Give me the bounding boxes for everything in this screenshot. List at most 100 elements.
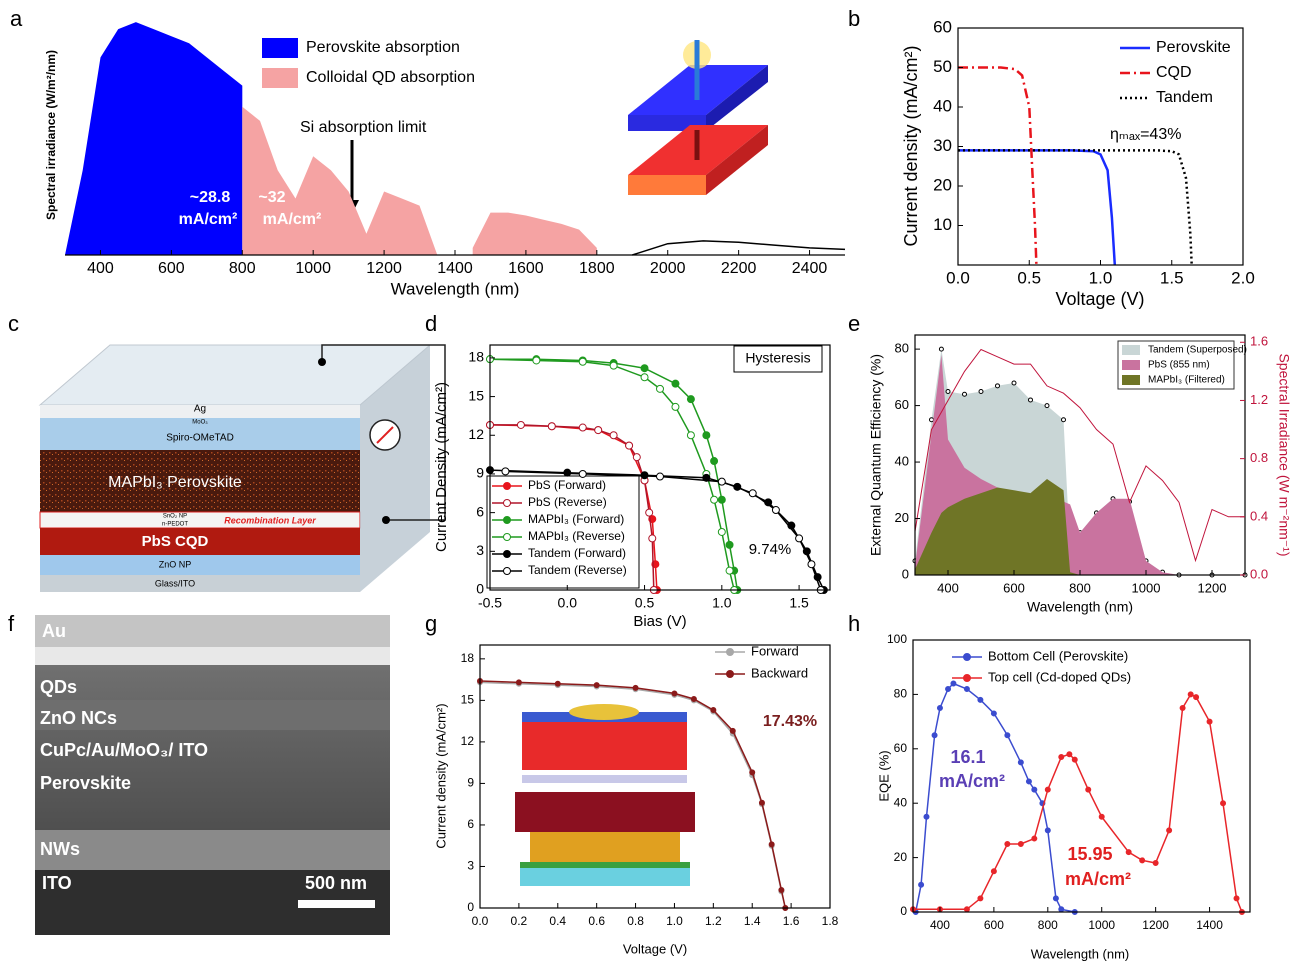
marker: [657, 473, 664, 480]
marker: [1005, 842, 1010, 847]
annotation: mA/cm²: [263, 211, 322, 228]
y-tick-label: 0: [900, 904, 907, 918]
marker: [939, 347, 943, 351]
panel-letter: c: [8, 311, 19, 336]
legend-label: MAPbI₃ (Reverse): [528, 529, 625, 543]
legend-label: Backward: [751, 665, 808, 680]
x-tick-label: 1200: [1142, 918, 1169, 932]
legend-label: Perovskite: [1156, 39, 1231, 56]
marker: [1180, 706, 1185, 711]
marker: [1018, 842, 1023, 847]
y-tick-label: 20: [895, 510, 909, 525]
marker: [937, 706, 942, 711]
y-tick-label: 10: [933, 215, 952, 234]
y-tick-label: 80: [894, 687, 908, 701]
marker: [979, 389, 983, 393]
x-tick-label: 0.0: [472, 914, 489, 928]
marker: [1153, 861, 1158, 866]
y-tick-label: 100: [887, 632, 907, 646]
legend-marker: [504, 483, 511, 490]
marker: [1032, 836, 1037, 841]
marker: [978, 697, 983, 702]
y-tick-label: 6: [476, 503, 484, 519]
marker: [1026, 779, 1031, 784]
sem-label: NWs: [40, 839, 80, 859]
legend-label: Tandem: [1156, 89, 1213, 106]
legend-label: Top cell (Cd-doped QDs): [988, 669, 1131, 684]
y-tick-label: 15: [468, 387, 484, 403]
marker: [749, 490, 756, 497]
legend-label: MAPbI₃ (Filtered): [1148, 375, 1225, 386]
marker: [533, 357, 540, 364]
x-tick-label: 2200: [721, 260, 757, 277]
y-tick-label: 15: [461, 693, 475, 707]
line: [958, 68, 1036, 266]
annotation: Hysteresis: [745, 350, 810, 366]
y-tick-label: 3: [467, 859, 474, 873]
marker: [1099, 814, 1104, 819]
y-tick-label: 40: [933, 96, 952, 115]
panel-letter: b: [848, 6, 860, 31]
marker: [672, 403, 679, 410]
legend-label: PbS (Reverse): [528, 495, 607, 509]
marker: [641, 374, 648, 381]
x-tick-label: 0.0: [558, 595, 578, 611]
legend-label: Tandem (Reverse): [528, 563, 627, 577]
sem-label: Perovskite: [40, 773, 131, 793]
marker: [672, 380, 679, 387]
y-axis-label: Current density (mA/cm²): [901, 45, 921, 246]
marker: [703, 432, 710, 439]
marker: [718, 528, 725, 535]
x-axis-label: Wavelength (nm): [1031, 946, 1130, 961]
marker: [779, 888, 784, 893]
y-tick-label: 20: [933, 175, 952, 194]
layer-label: MoO₃: [192, 420, 208, 426]
marker: [502, 468, 509, 475]
y-tick-label: 0: [467, 900, 474, 914]
y-tick-label: 40: [894, 795, 908, 809]
y2-tick-label: 1.2: [1250, 392, 1268, 407]
legend-label: CQD: [1156, 64, 1192, 81]
marker: [646, 509, 653, 516]
annotation: 17.43%: [763, 713, 817, 730]
x-axis-label: Wavelength (nm): [1027, 599, 1133, 615]
x-tick-label: 1.8: [822, 914, 839, 928]
marker: [610, 432, 617, 439]
x-tick-label: 800: [1038, 918, 1058, 932]
x-tick-label: 1000: [1132, 580, 1161, 595]
marker: [633, 454, 640, 461]
annotation: mA/cm²: [939, 771, 1005, 791]
annotation: mA/cm²: [179, 211, 238, 228]
legend-label: PbS (Forward): [528, 478, 606, 492]
marker: [711, 708, 716, 713]
y2-tick-label: 1.6: [1250, 334, 1268, 349]
marker: [750, 770, 755, 775]
marker: [1045, 828, 1050, 833]
marker: [1207, 719, 1212, 724]
marker: [932, 733, 937, 738]
panel-letter: f: [8, 611, 15, 636]
y-tick-label: 0: [902, 566, 909, 581]
y-tick-label: 9: [467, 776, 474, 790]
x-tick-label: 400: [930, 918, 950, 932]
panel-letter: d: [425, 311, 437, 336]
device-stack: [40, 345, 445, 592]
marker: [1062, 418, 1066, 422]
marker: [711, 458, 718, 465]
y2-axis-label: Spectral Irradiance (W m⁻²nm⁻¹): [1276, 353, 1292, 556]
marker: [1032, 787, 1037, 792]
marker: [772, 507, 779, 514]
marker: [687, 432, 694, 439]
marker: [1188, 692, 1193, 697]
legend-swatch: [262, 68, 298, 88]
x-tick-label: 1400: [1196, 918, 1223, 932]
layer-label: Ag: [194, 404, 206, 415]
marker: [1221, 801, 1226, 806]
y-axis-label: Current Density (mA/cm²): [433, 382, 450, 552]
x-tick-label: 800: [229, 260, 256, 277]
x-tick-label: 400: [937, 580, 959, 595]
marker: [548, 423, 555, 430]
x-tick-label: 600: [158, 260, 185, 277]
marker: [687, 396, 694, 403]
x-tick-label: 1.5: [789, 595, 809, 611]
